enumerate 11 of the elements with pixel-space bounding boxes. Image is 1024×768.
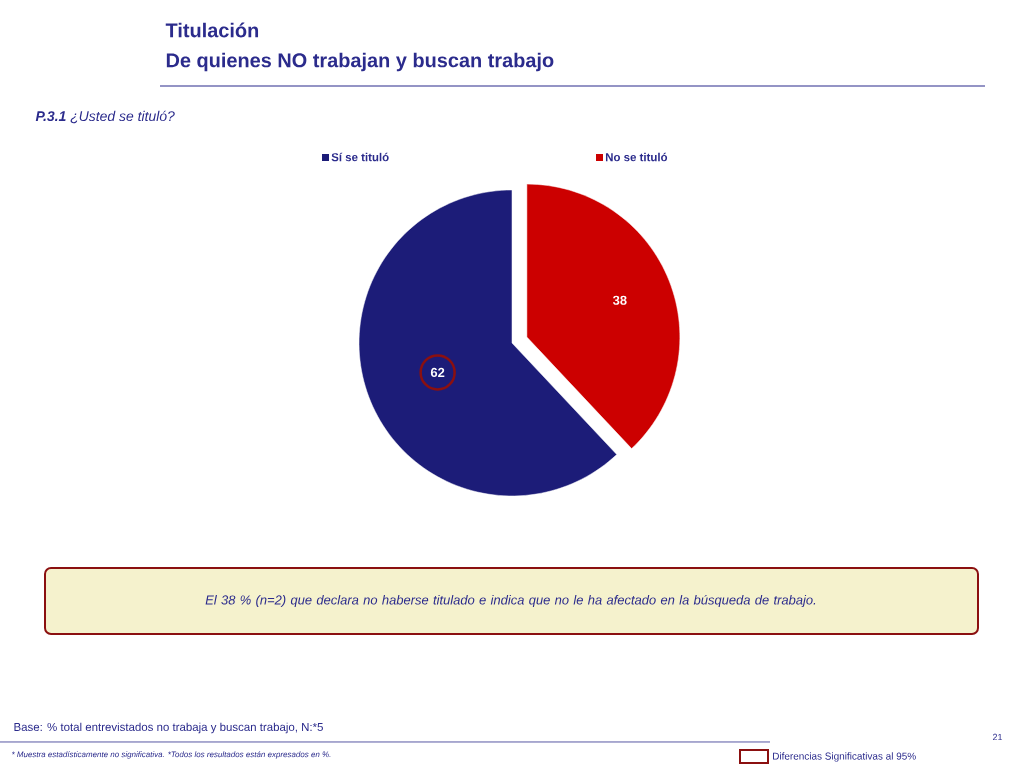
text: P.3.1 ¿Usted se tituló? xyxy=(35,110,175,124)
text: Base: % total entrevistados no trabaja y buscan trabajo, N:*5 xyxy=(14,722,323,734)
legend-label: No se tituló xyxy=(605,152,668,162)
data-label: 62 xyxy=(430,367,445,378)
text: 21 xyxy=(992,733,1003,741)
chart-subtitle: De quienes NO trabajan y buscan trabajo xyxy=(166,52,554,72)
text: El 38 % (n=2) que declara no haberse titulado e indica que no le ha afectado en la búsqueda de trabajo. xyxy=(205,594,816,608)
legend-label: Sí se tituló xyxy=(331,152,389,162)
chart-title: Titulación xyxy=(165,22,259,38)
data-label: 38 xyxy=(612,295,627,305)
text: Diferencias Significativas al 95% xyxy=(773,752,916,762)
